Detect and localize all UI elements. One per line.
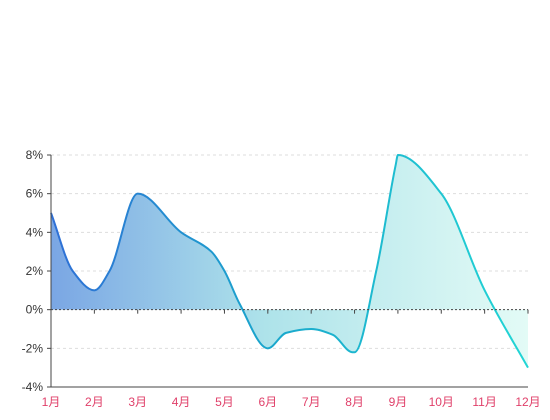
y-tick-label: 2% <box>26 264 44 278</box>
x-axis-ticks: 1月 2月 3月 4月 5月 6月 7月 8月 9月 10月 11月 12月 <box>42 309 541 409</box>
x-tick-label: 9月 <box>389 395 408 409</box>
x-tick-label: 10月 <box>429 395 454 409</box>
x-tick-label: 7月 <box>302 395 321 409</box>
x-tick-label: 2月 <box>85 395 104 409</box>
x-tick-label: 11月 <box>472 395 496 409</box>
series-area <box>51 155 528 368</box>
x-tick-label: 3月 <box>128 395 147 409</box>
y-tick-label: 6% <box>26 187 44 201</box>
y-tick-label: -2% <box>22 341 44 355</box>
x-tick-label: 8月 <box>345 395 364 409</box>
y-axis-ticks: -4% -2% 0% 2% 4% 6% 8% <box>22 148 51 394</box>
x-tick-label: 12月 <box>515 395 540 409</box>
x-tick-label: 4月 <box>172 395 191 409</box>
y-tick-label: -4% <box>22 380 44 394</box>
y-tick-label: 0% <box>26 303 44 317</box>
series-line <box>50 153 529 369</box>
x-tick-label: 6月 <box>258 395 277 409</box>
x-tick-label: 1月 <box>42 395 61 409</box>
x-tick-label: 5月 <box>215 395 234 409</box>
y-tick-label: 8% <box>26 148 44 162</box>
y-tick-label: 4% <box>26 225 44 239</box>
